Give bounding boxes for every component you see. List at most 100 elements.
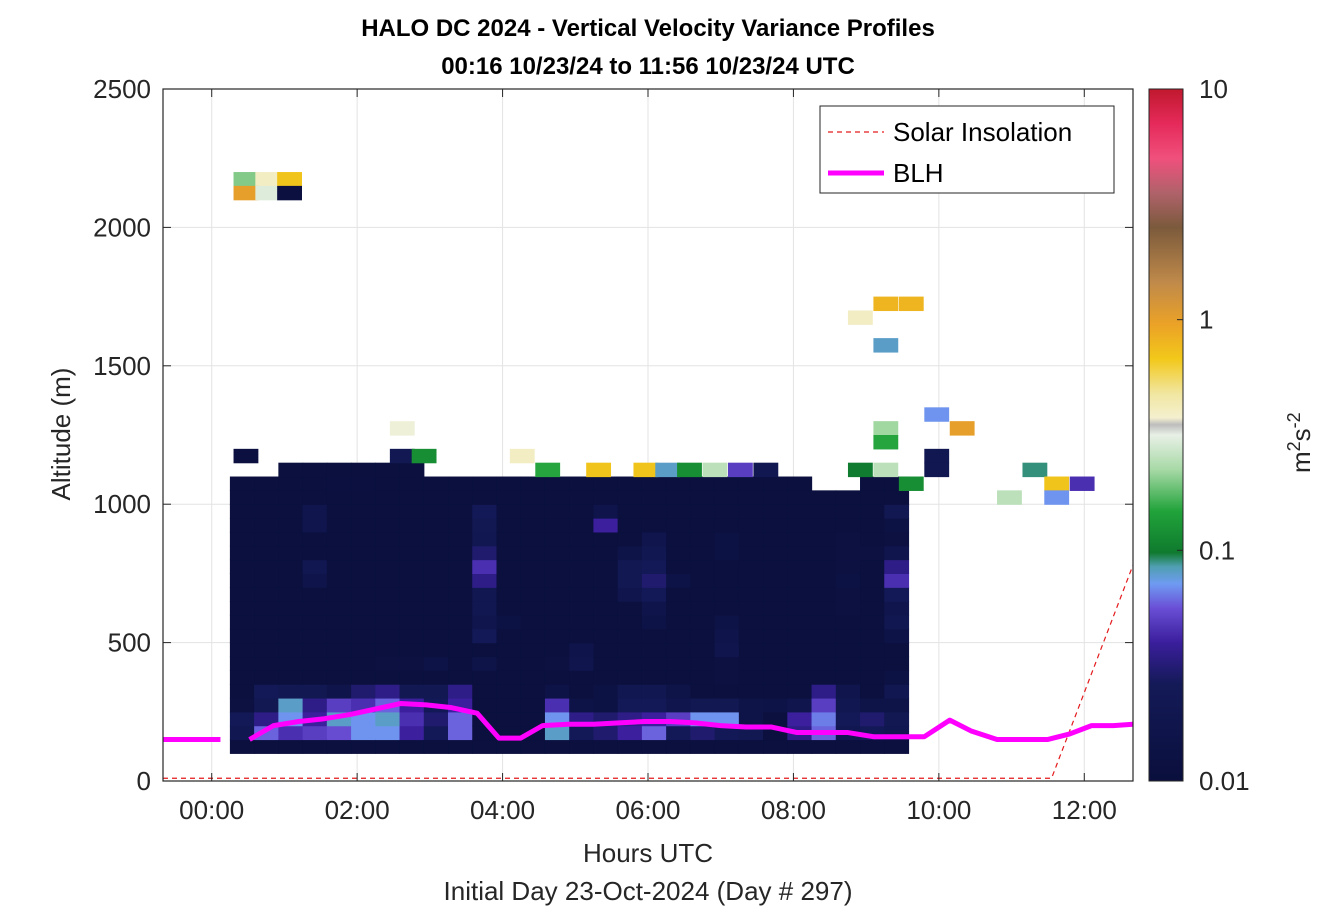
heatmap-cell: [835, 504, 861, 519]
heatmap-cell: [727, 462, 753, 478]
heatmap-cell: [302, 587, 328, 602]
heatmap-cell: [593, 601, 619, 616]
heatmap-cell: [423, 711, 449, 727]
heatmap-cell: [254, 531, 279, 547]
heatmap-cell: [860, 490, 885, 505]
heatmap-cell: [278, 545, 304, 561]
heatmap-cell: [593, 725, 619, 741]
heatmap-cell: [763, 545, 788, 561]
heatmap-cell: [423, 642, 449, 658]
heatmap-cell: [302, 739, 328, 754]
series-lines: [163, 564, 1133, 779]
heatmap-cell: [593, 559, 619, 574]
heatmap-cell: [714, 573, 740, 588]
heatmap-cell: [544, 504, 570, 519]
heatmap-cell: [811, 601, 837, 616]
heatmap-cell: [544, 476, 570, 491]
heatmap-cell: [641, 670, 667, 685]
heatmap-cell: [569, 656, 595, 671]
heatmap-cell: [593, 545, 619, 561]
heatmap-cell: [835, 518, 861, 533]
heatmap-cell: [811, 697, 837, 713]
heatmap-cell: [641, 504, 667, 519]
heatmap-cell: [1022, 462, 1048, 478]
heatmap-cell: [375, 628, 401, 644]
heatmap-cell: [448, 684, 473, 699]
heatmap-cell: [884, 739, 910, 754]
heatmap-cell: [229, 587, 255, 602]
heatmap-cell: [738, 697, 764, 713]
heatmap-cell: [763, 670, 788, 685]
heatmap-cell: [278, 670, 304, 685]
heatmap-cell: [496, 518, 522, 533]
heatmap-cell: [472, 587, 498, 602]
heatmap-cell: [569, 739, 595, 754]
heatmap-cell: [326, 725, 352, 741]
heatmap-cell: [496, 656, 522, 671]
heatmap-cell: [617, 628, 643, 644]
heatmap-cell: [375, 587, 401, 602]
heatmap-cell: [666, 545, 691, 561]
heatmap-cell: [860, 684, 885, 699]
heatmap-cell: [375, 476, 401, 491]
heatmap-cell: [787, 684, 813, 699]
heatmap-cell: [860, 697, 885, 713]
heatmap-cell: [278, 656, 304, 671]
heatmap-cell: [860, 628, 885, 644]
heatmap-cell: [229, 504, 255, 519]
heatmap-cell: [326, 531, 352, 547]
heatmap-cell: [375, 462, 401, 478]
heatmap-cell: [520, 504, 546, 519]
heatmap-cell: [544, 684, 570, 699]
heatmap-cell: [302, 490, 328, 505]
heatmap-cell: [472, 656, 498, 671]
heatmap-cell: [714, 711, 740, 727]
heatmap-cell: [496, 670, 522, 685]
heatmap-cell: [835, 670, 861, 685]
heatmap-cell: [787, 642, 813, 658]
heatmap-cell: [229, 697, 255, 713]
heatmap-cell: [569, 684, 595, 699]
heatmap-cell: [702, 462, 728, 478]
heatmap-cell: [666, 614, 691, 630]
heatmap-cell: [593, 642, 619, 658]
heatmap-cell: [302, 476, 328, 491]
heatmap-cell: [860, 476, 885, 491]
heatmap-cell: [423, 601, 449, 616]
heatmap-cell: [617, 518, 643, 533]
heatmap-cell: [254, 656, 279, 671]
heatmap-cell: [714, 614, 740, 630]
heatmap-cell: [617, 642, 643, 658]
heatmap-cell: [229, 476, 255, 491]
heatmap-cell: [593, 628, 619, 644]
heatmap-cell: [399, 573, 425, 588]
heatmap-cell: [326, 518, 352, 533]
x-tick-label: 06:00: [615, 795, 680, 825]
heatmap-cell: [496, 559, 522, 574]
heatmap-cell: [254, 739, 279, 754]
heatmap-cell: [738, 476, 764, 491]
colorbar-tick-label: 10: [1199, 74, 1228, 104]
heatmap-cell: [753, 462, 779, 478]
x-tick-label: 12:00: [1052, 795, 1117, 825]
heatmap-cell: [763, 684, 788, 699]
heatmap-cell: [666, 628, 691, 644]
heatmap-cell: [496, 642, 522, 658]
heatmap-cell: [509, 448, 535, 464]
heatmap-cell: [787, 545, 813, 561]
heatmap-cell: [641, 490, 667, 505]
heatmap-cell: [326, 642, 352, 658]
heatmap-cell: [229, 601, 255, 616]
heatmap-cell: [811, 711, 837, 727]
heatmap-cell: [423, 490, 449, 505]
heatmap-cell: [898, 476, 924, 491]
heatmap-cell: [229, 684, 255, 699]
heatmap-cell: [593, 490, 619, 505]
heatmap-cell: [233, 448, 259, 464]
heatmap-cell: [448, 670, 473, 685]
heatmap-cell: [496, 614, 522, 630]
heatmap-cell: [423, 670, 449, 685]
heatmap-cell: [593, 697, 619, 713]
heatmap-cell: [520, 518, 546, 533]
heatmap-cell: [229, 559, 255, 574]
